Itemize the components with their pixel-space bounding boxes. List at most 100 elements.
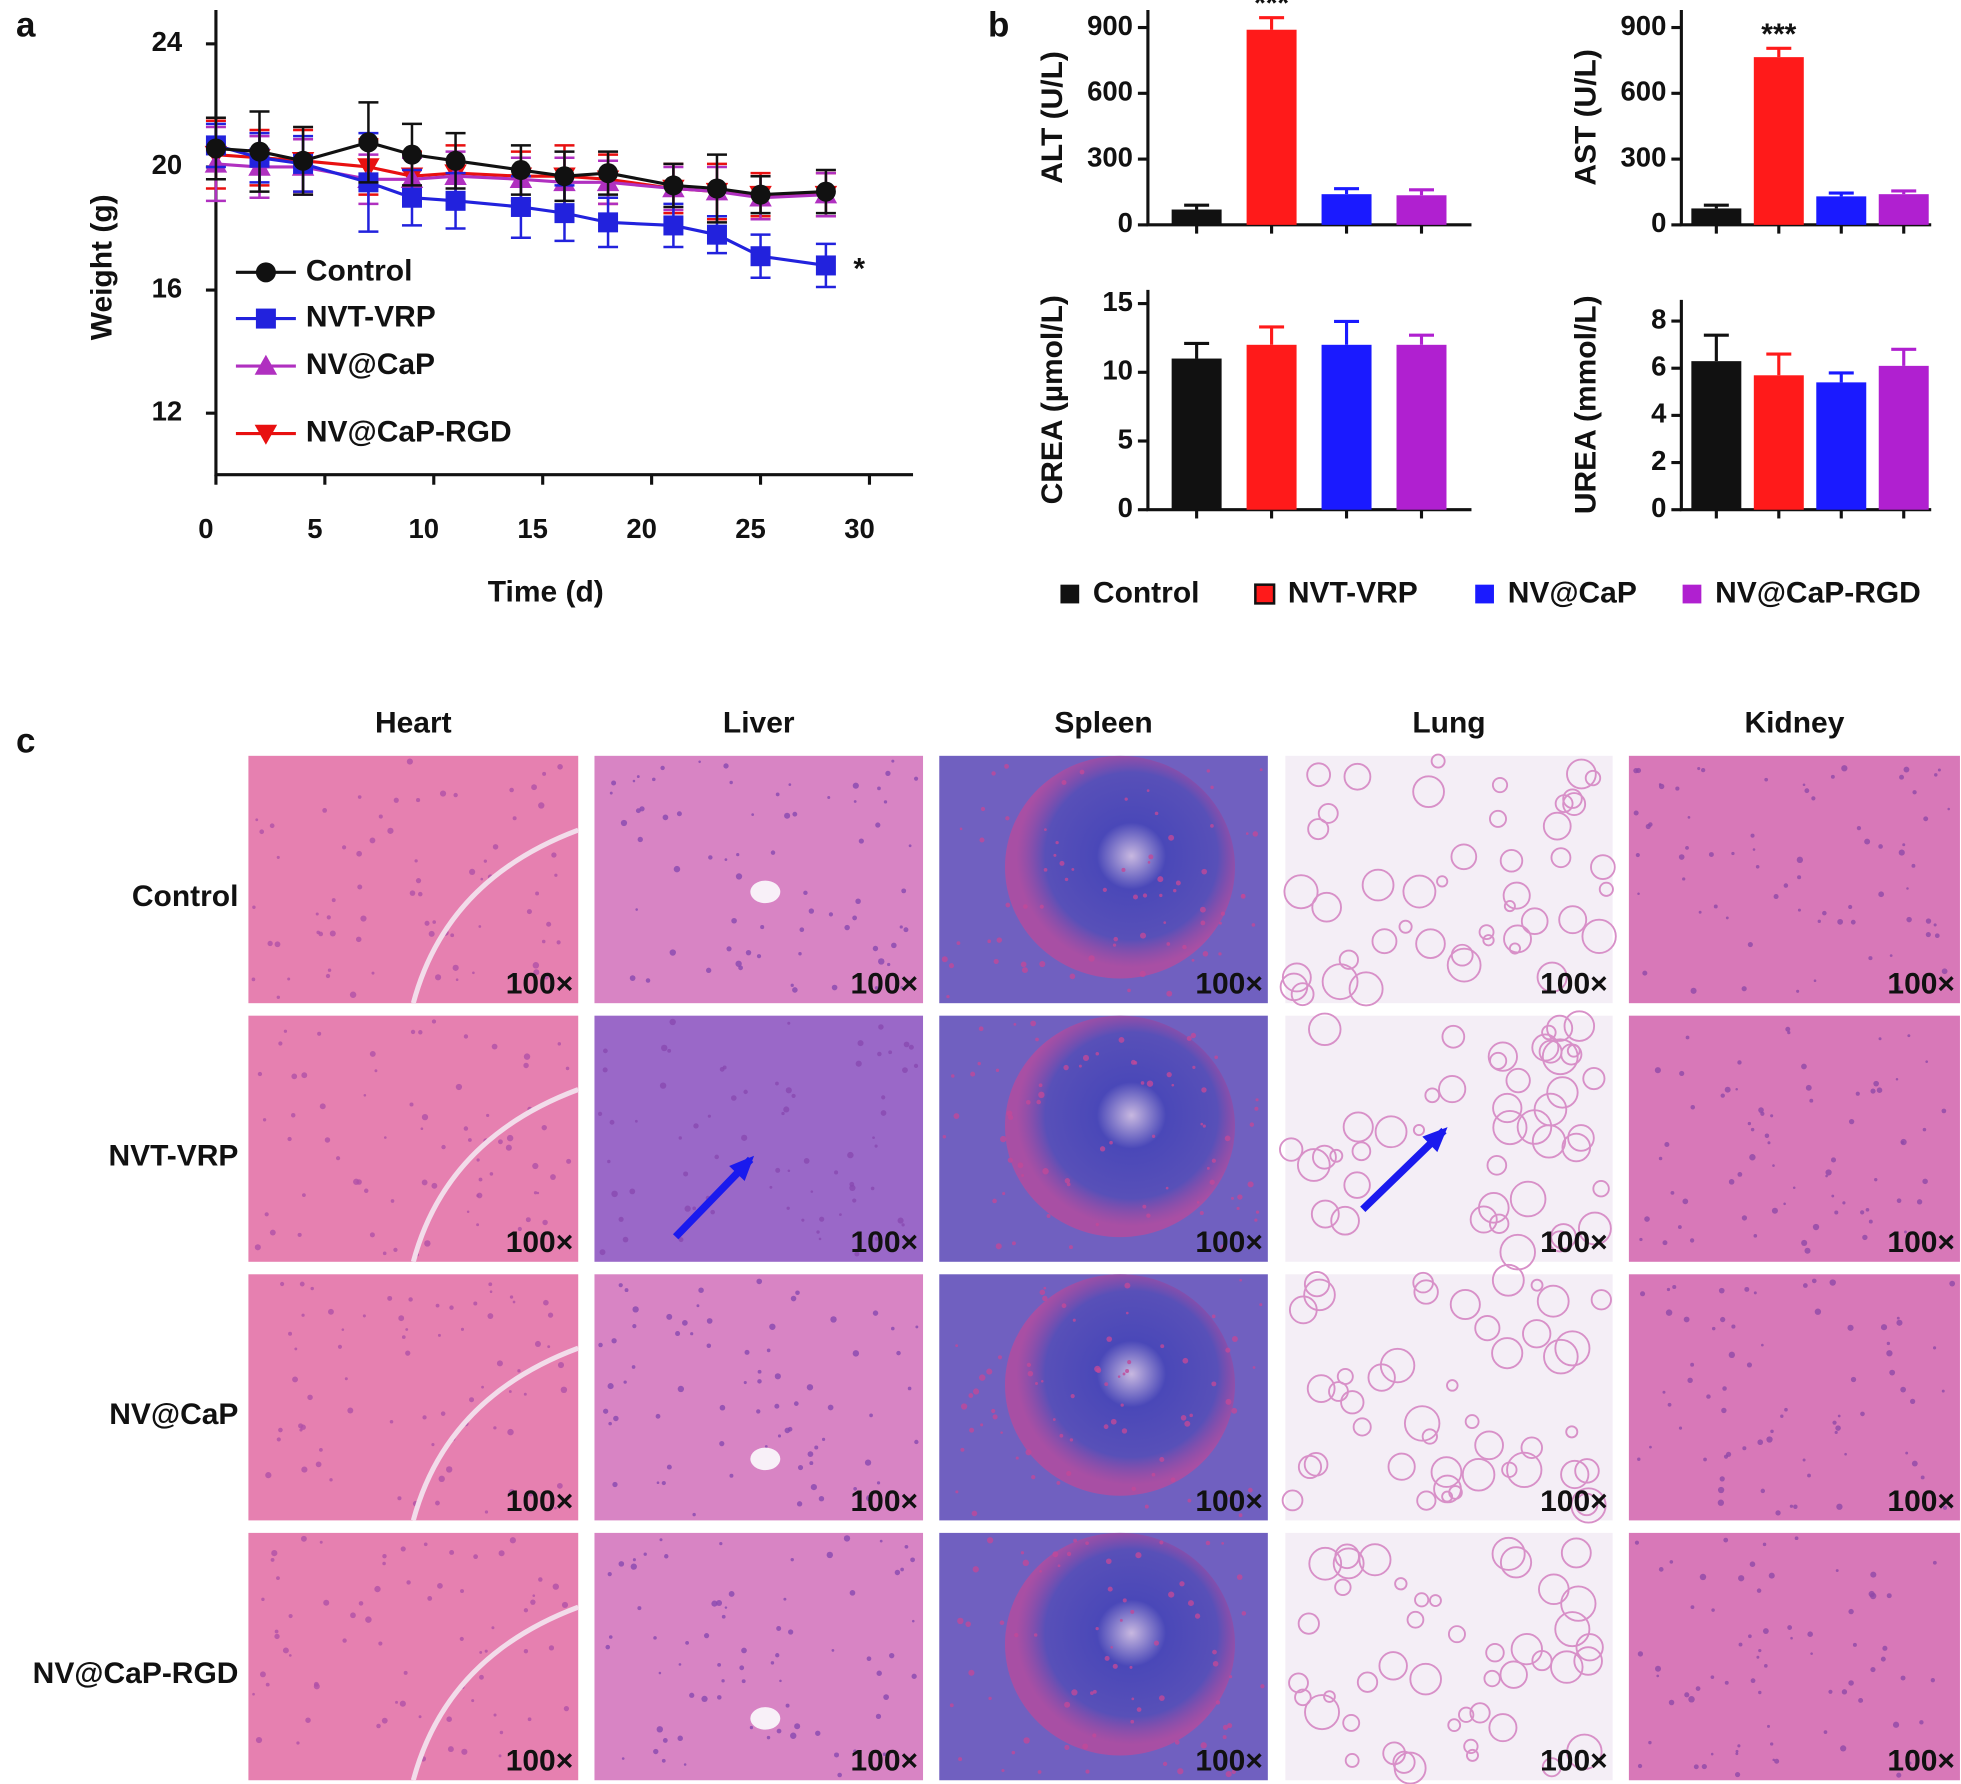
y-axis-label: Weight (g) [85,194,118,340]
nucleus [908,1044,914,1050]
nucleus [1030,1020,1037,1027]
nucleus [1140,1081,1145,1085]
nucleus [721,1679,725,1683]
nucleus [1837,918,1844,925]
nucleus [1187,1498,1192,1503]
nucleus [673,865,681,873]
nucleus [1722,1386,1727,1391]
nucleus [608,1421,612,1426]
nucleus [1728,1179,1735,1185]
nucleus [533,1191,538,1195]
nucleus [669,1018,676,1026]
nucleus [651,777,656,782]
nucleus [1685,845,1689,850]
nucleus [1218,952,1222,956]
nucleus [766,1348,771,1353]
nucleus [1741,986,1747,992]
alveolus [1343,1171,1371,1199]
tissue [1285,1015,1613,1262]
nucleus [498,1550,505,1557]
nucleus [1125,1369,1130,1373]
micrograph: 100× [594,1532,924,1781]
nucleus [775,1081,779,1086]
tissue [248,1015,579,1262]
nucleus [1082,1743,1089,1750]
nucleus [1771,1207,1778,1214]
nucleus [1082,1054,1090,1061]
nucleus [1753,1234,1758,1238]
alveolus [1343,762,1372,791]
nucleus [479,1674,484,1680]
bar [1246,29,1297,225]
nucleus [901,888,907,894]
alveolus [1463,1738,1479,1755]
nucleus [532,1594,536,1597]
nucleus [1923,816,1929,822]
nucleus [669,949,676,956]
y-axis-label: CREA (µmol/L) [1036,295,1069,504]
nucleus [721,1614,726,1619]
nucleus [418,891,423,897]
nucleus [1154,811,1159,816]
column-header: Spleen [1054,707,1152,740]
nucleus [1131,1697,1135,1701]
y-tick-label: 0 [1651,207,1666,238]
nucleus [661,1044,668,1052]
nucleus [1157,876,1164,883]
nucleus [1750,1678,1756,1684]
nucleus [480,877,484,881]
nucleus [1025,1099,1031,1105]
nucleus [538,1577,543,1582]
nucleus [911,1619,915,1623]
nucleus [794,1723,801,1730]
nucleus [432,920,436,924]
nucleus [1043,828,1047,832]
nucleus [542,771,547,776]
alveolus [1430,753,1446,769]
bar [1246,344,1297,510]
nucleus [701,1695,708,1703]
nucleus [991,1408,996,1414]
nucleus [783,1597,787,1601]
nucleus [1665,1309,1673,1316]
nucleus [719,1404,726,1411]
nucleus [756,1409,761,1414]
alveolus [1436,875,1449,888]
nucleus [1254,1106,1259,1111]
nucleus [265,1682,270,1687]
nucleus [381,1717,388,1724]
nucleus [463,1034,469,1039]
alveolus [1492,1110,1528,1146]
nucleus [705,967,712,974]
nucleus [1810,1652,1813,1655]
nucleus [1822,910,1827,916]
nucleus [883,800,888,804]
nucleus [1136,1707,1142,1712]
alveolus [1464,1414,1480,1429]
nucleus [1724,1086,1731,1093]
nucleus [1664,1141,1670,1148]
nucleus [693,1123,699,1129]
nucleus [1755,864,1760,869]
nucleus [1168,834,1175,841]
nucleus [484,1649,488,1653]
alveolus [1412,775,1445,809]
nucleus [790,1557,794,1562]
nucleus [743,1380,747,1385]
nucleus [405,1350,411,1356]
nucleus [882,1752,887,1757]
nucleus [1222,1724,1229,1730]
nucleus [512,1300,516,1304]
nucleus [1666,1287,1671,1292]
fiber [410,1604,580,1781]
alveolus [1574,1458,1600,1484]
nucleus [1825,1169,1832,1176]
nucleus [1695,1686,1701,1691]
nucleus [1648,1740,1652,1745]
nucleus [1837,1414,1841,1418]
nucleus [1825,1174,1828,1178]
nucleus [1034,1381,1039,1386]
nucleus [607,1159,611,1164]
tissue [594,1015,924,1262]
nucleus [970,1071,976,1077]
